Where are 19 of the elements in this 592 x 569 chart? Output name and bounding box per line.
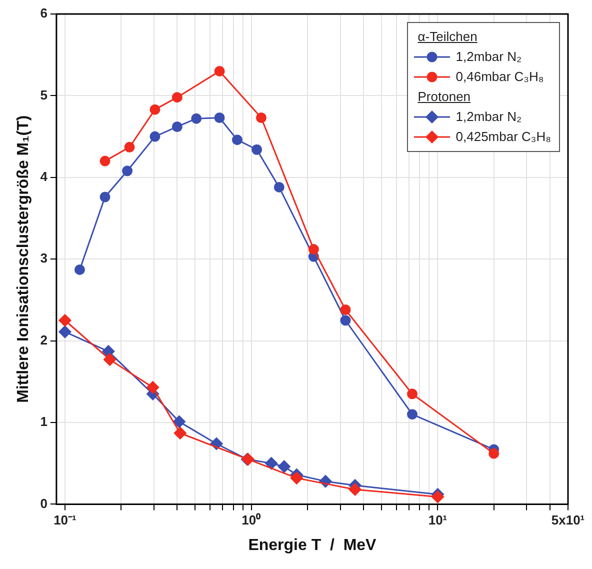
x-tick-label: 10⁰ (242, 512, 262, 528)
legend-label: 0,46mbar C₃H₈ (456, 68, 544, 86)
y-tick-label: 0 (40, 496, 48, 511)
y-tick-label: 5 (40, 87, 48, 102)
y-tick-label: 6 (40, 6, 48, 21)
legend-label: 0,425mbar C₃H₈ (456, 128, 551, 146)
annotation: α-Teilchen (416, 28, 478, 46)
y-tick-label: 1 (40, 414, 48, 430)
annotation: Protonen (416, 88, 472, 106)
legend-label: 1,2mbar N₂ (456, 48, 522, 66)
y-axis-title: Mittlere Ionisationsclustergröße M₁(T) (15, 115, 32, 403)
x-axis-title: Energie T / MeV (248, 536, 377, 554)
y-tick-label: 3 (40, 250, 48, 266)
x-tick-label: 10¹ (428, 512, 448, 528)
y-tick-label: 4 (40, 168, 48, 184)
y-tick-label: 2 (40, 332, 48, 348)
x-tick-label: 10⁻¹ (54, 512, 76, 528)
x-tick-label: 5x10¹ (551, 512, 585, 528)
legend-label: 1,2mbar N₂ (456, 108, 522, 126)
